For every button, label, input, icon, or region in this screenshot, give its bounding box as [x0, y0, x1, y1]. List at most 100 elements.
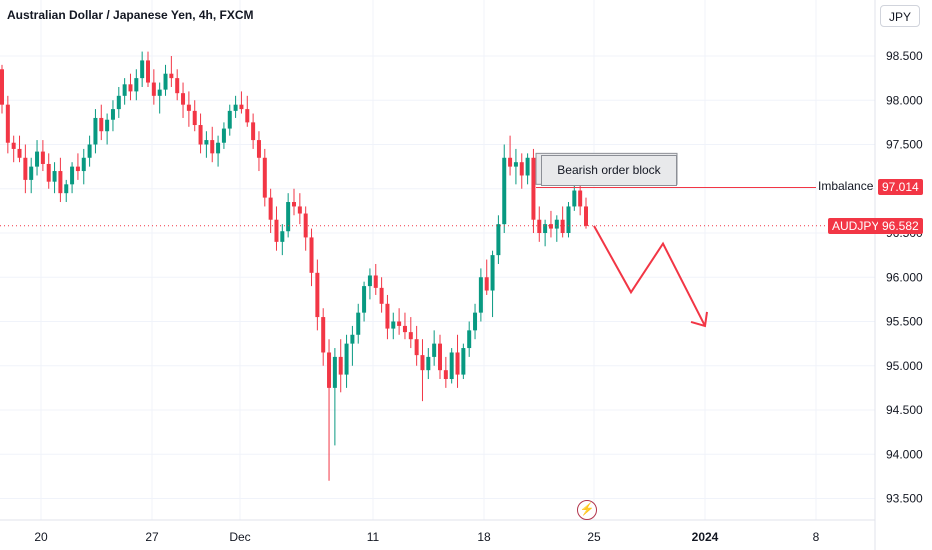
candle-body [473, 312, 478, 331]
lightning-icon[interactable]: ⚡ [577, 500, 597, 520]
candle-body [478, 277, 483, 313]
candle-body [554, 219, 559, 229]
currency-button[interactable]: JPY [880, 5, 920, 27]
candle-body [548, 224, 553, 229]
price-axis-label: 98.500 [886, 49, 923, 63]
candle-body [356, 312, 361, 335]
time-axis-label: 8 [813, 530, 820, 544]
grid-lines [0, 0, 875, 520]
candle-body [397, 321, 402, 326]
candle-body [122, 84, 127, 96]
candle-body [99, 117, 104, 132]
candle-body [116, 95, 121, 110]
candle-body [297, 206, 302, 214]
candle-body [496, 224, 501, 256]
price-axis-label: 98.000 [886, 93, 923, 107]
candle-body [110, 109, 115, 120]
candle-body [87, 144, 92, 158]
candle-body [40, 151, 45, 164]
candle-body [321, 317, 326, 353]
candle-body [75, 166, 80, 172]
candle-body [519, 162, 524, 176]
candle-body [350, 334, 355, 344]
candle-body [105, 119, 110, 132]
candle-body [29, 166, 34, 180]
time-axis-label: 2024 [692, 530, 719, 544]
candle-body [256, 140, 261, 158]
candle-body [151, 82, 156, 96]
candle-body [286, 202, 291, 232]
candle-body [23, 157, 28, 180]
candle-body [338, 356, 343, 375]
candle-body [438, 343, 442, 371]
projection-arrowhead [690, 311, 708, 328]
candle-body [362, 286, 367, 313]
price-axis-label: 93.500 [886, 492, 923, 506]
candle-body [584, 206, 588, 226]
candle-body [502, 157, 507, 225]
candle-body [11, 142, 16, 149]
projection-path [593, 225, 706, 327]
candle-body [134, 78, 139, 92]
price-axis-label: 96.000 [886, 270, 923, 284]
candle-body [81, 157, 86, 172]
candlestick-series [0, 51, 588, 481]
candle-body [175, 78, 180, 94]
candle-body [449, 352, 454, 380]
price-axis-label: 95.000 [886, 359, 923, 373]
candle-body [402, 325, 407, 333]
candle-body [186, 104, 191, 111]
candle-body [140, 60, 145, 79]
candle-body [443, 370, 448, 380]
candle-body [280, 231, 285, 242]
candle-body [373, 275, 378, 288]
candle-body [239, 104, 244, 110]
candle-body [227, 110, 232, 129]
candle-body [484, 277, 489, 291]
candle-body [210, 140, 215, 154]
candle-body [327, 352, 332, 388]
candle-body [216, 142, 221, 154]
candle-body [292, 202, 296, 207]
candle-body [426, 356, 431, 371]
candle-body [513, 162, 518, 167]
candle-body [508, 157, 513, 167]
candle-body [537, 219, 542, 233]
candle-body [93, 117, 98, 145]
candle-body [560, 219, 565, 233]
time-axis-label: 27 [145, 530, 159, 544]
candle-body [268, 197, 273, 220]
candle-body [531, 157, 536, 220]
candle-body [128, 84, 133, 92]
candle-body [245, 109, 250, 123]
price-axis-label: 97.500 [886, 138, 923, 152]
candle-body [332, 356, 337, 388]
symbol-tag: AUDJPY [828, 218, 884, 234]
last-price-tag: 96.582 [878, 218, 923, 234]
candle-body [0, 69, 4, 105]
candle-body [169, 73, 174, 79]
candle-body [163, 73, 168, 90]
candle-body [233, 104, 238, 111]
annotation-overlays [0, 187, 875, 328]
time-axis-label: 11 [367, 530, 380, 544]
order-block-label: Bearish order block [541, 155, 677, 186]
candle-body [572, 190, 577, 207]
candle-body [490, 255, 495, 291]
candle-body [344, 343, 349, 375]
time-axis: 20 27 Dec 11 18 25 2024 8 [34, 530, 819, 544]
candle-body [262, 157, 267, 198]
candle-body [192, 110, 197, 126]
candle-body [432, 343, 437, 357]
candle-body [303, 213, 308, 238]
candle-body [566, 206, 571, 233]
candle-body [525, 157, 530, 176]
candle-body [467, 330, 472, 349]
candle-body [309, 237, 314, 273]
candle-body [391, 321, 396, 329]
candle-body [46, 163, 51, 182]
candle-body [204, 140, 209, 145]
candle-body [543, 224, 548, 233]
candle-body [52, 171, 57, 182]
